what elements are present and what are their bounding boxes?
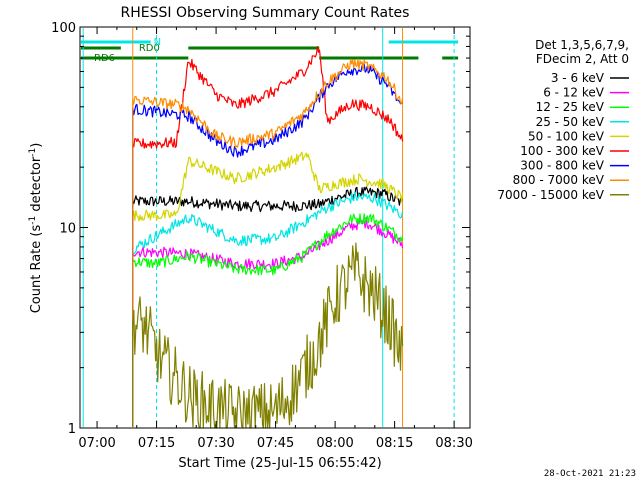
legend-label-1: 6 - 12 keV [543,86,605,100]
legend-label-3: 25 - 50 keV [536,115,605,129]
plot-frame [79,26,471,429]
x-tick-label-1: 07:15 [138,436,175,451]
legend-label-5: 100 - 300 keV [520,144,604,158]
y-axis-label: Count Rate (s-1 detector-1) [28,143,44,314]
y-axis-label-close: ) [29,143,44,148]
flag-label-rd6: RD6 [94,53,115,64]
flag-label-n: N [154,37,161,48]
axis-ticks [80,26,470,429]
x-tick-label-4: 08:00 [316,436,353,451]
chart-title: RHESSI Observing Summary Count Rates [121,5,410,21]
y-tick-label-2: 100 [51,21,76,36]
legend-header-detectors: Det 1,3,5,6,7,9, [535,38,629,52]
legend-header-decimation: FDecim 2, Att 0 [536,52,629,66]
x-tick-label-6: 08:30 [435,436,472,451]
plot-timestamp: 28-Oct-2021 21:23 [544,469,636,479]
series-line-3 [132,191,404,427]
series-line-7 [132,58,404,427]
y-tick-label-0: 1 [68,422,76,437]
series-line-0 [132,186,404,427]
x-tick-label-2: 07:30 [197,436,234,451]
series-line-2 [132,213,404,427]
y-axis-label-tail-exponent: -1 [28,148,38,157]
x-tick-label-3: 07:45 [257,436,294,451]
series-line-8 [132,242,404,429]
y-axis-label-exponent: -1 [28,216,38,225]
x-tick-label-0: 07:00 [78,436,115,451]
legend-label-8: 7000 - 15000 keV [497,188,604,202]
series-lines [132,45,404,429]
x-tick-label-5: 08:15 [376,436,413,451]
y-tick-label-1: 10 [59,222,76,237]
legend-label-6: 300 - 800 keV [520,159,604,173]
y-tick-labels: 1 10 100 [51,21,76,437]
legend-label-7: 800 - 7000 keV [513,173,605,187]
x-tick-labels: 07:00 07:15 07:30 07:45 08:00 08:15 08:30 [78,436,473,451]
x-axis-label: Start Time (25-Jul-15 06:55:42) [178,456,381,471]
series-line-5 [132,45,404,427]
legend-label-4: 50 - 100 keV [528,129,605,143]
y-axis-label-main: Count Rate (s [29,225,44,314]
series-line-1 [132,217,404,427]
series-line-6 [132,63,403,427]
legend-label-2: 12 - 25 keV [536,100,605,114]
legend-label-0: 3 - 6 keV [551,71,605,85]
orbit-lines [82,28,455,427]
flag-label-rd0: RD0 [139,43,160,54]
y-axis-label-tail: detector [29,156,44,216]
series-line-4 [132,151,404,427]
